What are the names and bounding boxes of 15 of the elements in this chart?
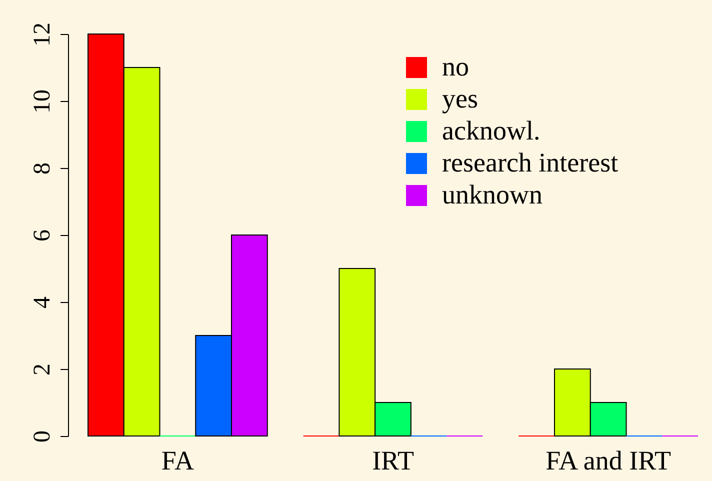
legend-label: acknowl. [442, 116, 540, 146]
legend-label: unknown [442, 180, 543, 210]
y-tick-label: 4 [30, 296, 56, 308]
legend-label: yes [442, 84, 478, 114]
legend-label: no [442, 52, 469, 82]
x-tick-label: IRT [372, 446, 414, 476]
x-tick-label: FA [161, 446, 194, 476]
y-tick-label: 8 [30, 162, 56, 174]
legend-label: research interest [442, 148, 619, 178]
y-tick-label: 2 [30, 364, 56, 376]
y-tick-label: 6 [30, 230, 56, 242]
x-tick-label: FA and IRT [546, 446, 672, 476]
y-tick-label: 10 [30, 90, 56, 114]
y-tick-label: 0 [30, 430, 56, 442]
y-tick-label: 12 [30, 22, 56, 46]
